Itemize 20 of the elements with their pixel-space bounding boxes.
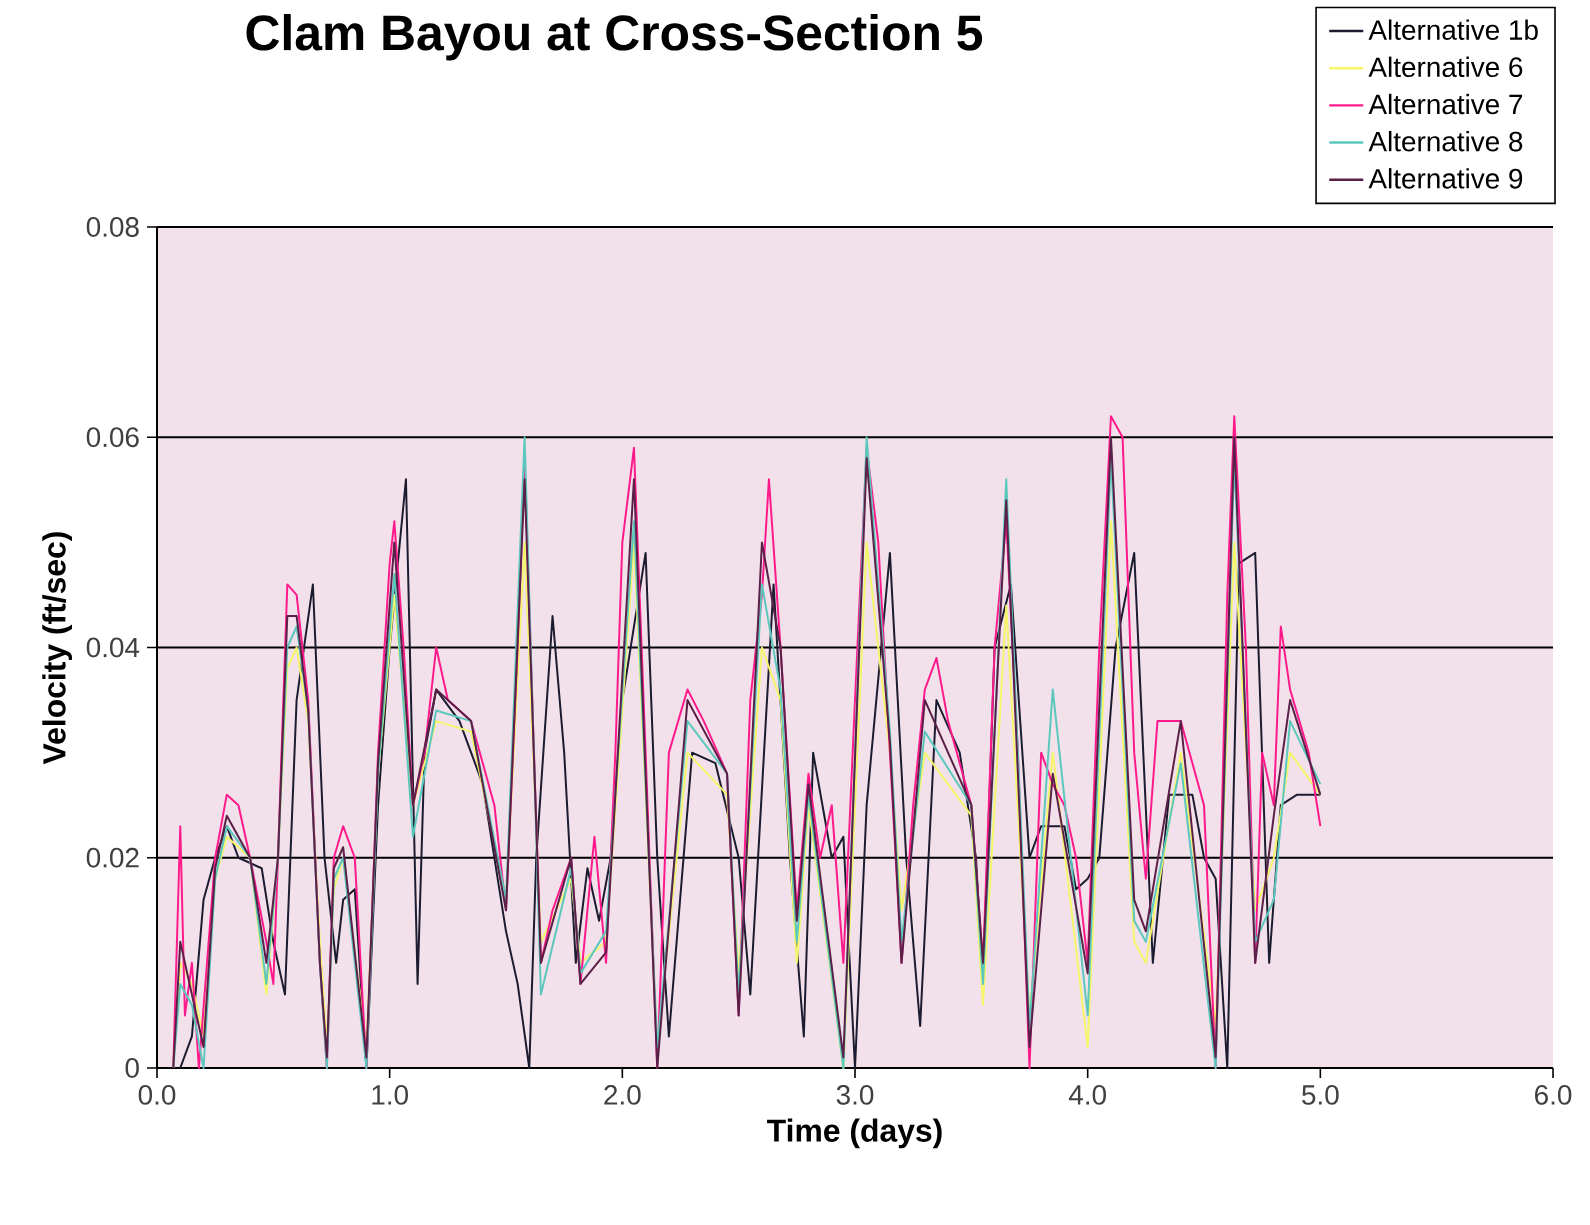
x-axis-title: Time (days) [767, 1118, 942, 1149]
legend-label: Alternative 8 [1368, 130, 1523, 152]
y-tick-label: 0.04 [86, 637, 140, 658]
x-tick-label: 5.0 [1302, 1085, 1339, 1105]
y-tick-label: 0.02 [86, 847, 139, 868]
y-tick-label: 0 [125, 1058, 139, 1078]
y-tick-label: 0.06 [86, 427, 139, 448]
x-tick-label: 4.0 [1068, 1085, 1106, 1105]
legend-label: Alternative 7 [1368, 93, 1523, 115]
chart-title: Clam Bayou at Cross-Section 5 [246, 14, 983, 61]
x-tick-label: 3.0 [836, 1085, 874, 1105]
x-tick-label: 0.0 [138, 1085, 176, 1105]
x-tick-label: 1.0 [372, 1085, 408, 1105]
legend-label: Alternative 6 [1368, 56, 1523, 78]
y-axis-title: Velocity (ft/sec) [42, 532, 72, 765]
legend-label: Alternative 9 [1368, 168, 1523, 189]
x-tick-label: 6.0 [1535, 1085, 1572, 1105]
x-tick-label: 2.0 [604, 1085, 641, 1105]
legend-label: Alternative 1b [1368, 19, 1538, 40]
y-tick-label: 0.08 [86, 217, 139, 237]
